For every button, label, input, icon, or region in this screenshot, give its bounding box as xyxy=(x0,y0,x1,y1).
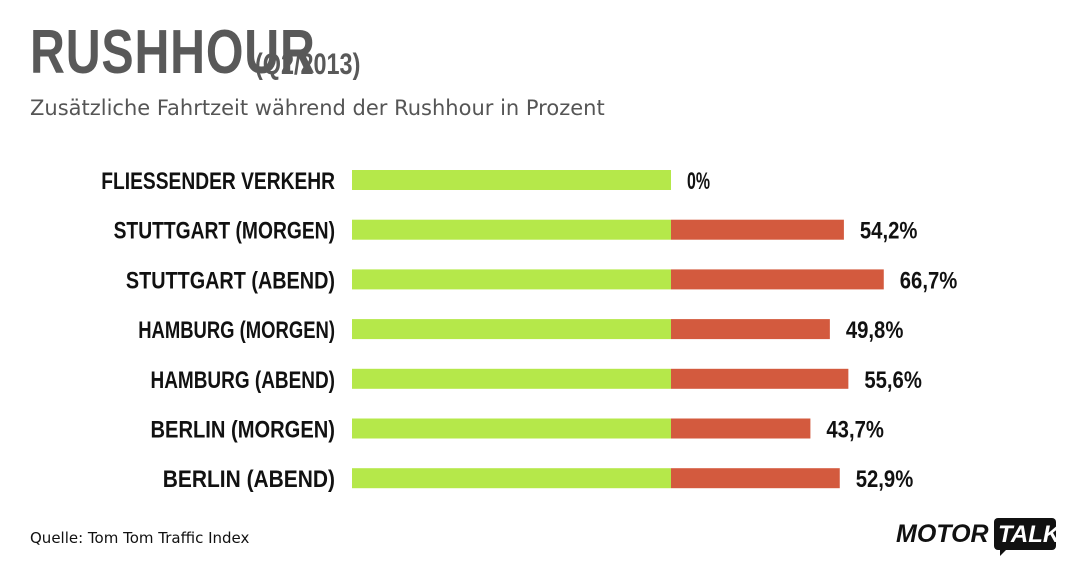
chart-title: RUSHHOUR xyxy=(30,18,316,87)
chart-title-row: RUSHHOUR xyxy=(30,22,396,84)
value-label: 49,8% xyxy=(846,317,904,344)
base-time-bar xyxy=(352,468,671,489)
rushhour-extra-bar xyxy=(671,468,840,489)
base-time-bar xyxy=(352,170,671,190)
chart-subtitle: Zusätzliche Fahrtzeit während der Rushho… xyxy=(30,96,605,120)
category-label: HAMBURG (MORGEN) xyxy=(138,317,335,344)
value-label: 55,6% xyxy=(864,367,922,394)
rushhour-extra-bar xyxy=(671,319,830,340)
category-label: BERLIN (MORGEN) xyxy=(151,417,336,444)
category-label: STUTTGART (MORGEN) xyxy=(114,218,335,245)
logo-speech-bubble-tail xyxy=(1000,546,1010,556)
base-time-bar xyxy=(352,319,671,340)
value-label: 0% xyxy=(687,168,710,195)
category-label: HAMBURG (ABEND) xyxy=(151,367,336,394)
logo-speech-bubble xyxy=(994,518,1056,550)
base-time-bar xyxy=(352,418,671,439)
chart-period: (Q2/2013) xyxy=(255,48,361,81)
logo-text-talk: TALK xyxy=(998,521,1061,548)
category-label: BERLIN (ABEND) xyxy=(163,466,335,493)
logo-text-motor: MOTOR xyxy=(896,520,989,548)
rushhour-extra-bar xyxy=(671,368,849,389)
category-label: STUTTGART (ABEND) xyxy=(126,267,335,294)
category-label: FLIESSENDER VERKEHR xyxy=(101,168,335,195)
value-label: 54,2% xyxy=(860,218,918,245)
value-label: 66,7% xyxy=(900,267,958,294)
value-label: 52,9% xyxy=(856,466,914,493)
rushhour-extra-bar xyxy=(671,219,844,240)
base-time-bar xyxy=(352,219,671,240)
base-time-bar xyxy=(352,269,671,290)
rushhour-extra-bar xyxy=(671,418,811,439)
value-label: 43,7% xyxy=(826,417,884,444)
base-time-bar xyxy=(352,368,671,389)
rushhour-extra-bar xyxy=(671,269,884,290)
source-note: Quelle: Tom Tom Traffic Index xyxy=(30,529,250,547)
